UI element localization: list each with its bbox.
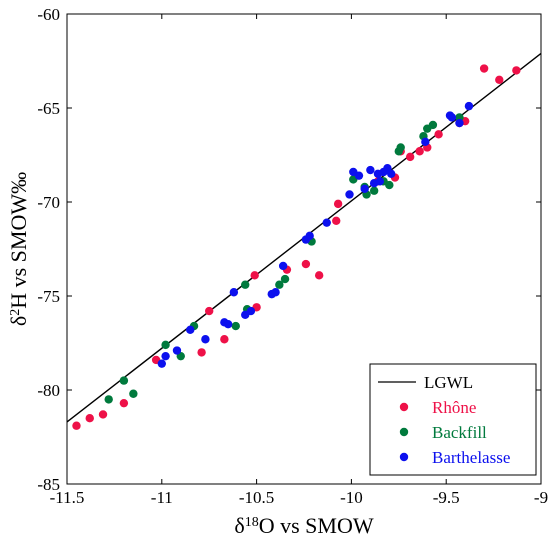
point-barthelasse <box>387 169 396 178</box>
y-tick-label: -65 <box>37 99 60 118</box>
point-rh-ne <box>495 75 504 85</box>
legend-marker-backfill <box>399 427 409 437</box>
point-barthelasse <box>447 113 457 122</box>
point-barthelasse <box>271 288 280 297</box>
point-barthelasse <box>421 137 430 147</box>
legend-label-lgwl: LGWL <box>424 373 473 392</box>
point-rh-ne <box>314 271 324 280</box>
point-barthelasse <box>305 231 314 241</box>
point-barthelasse <box>278 261 288 271</box>
point-barthelasse <box>157 359 166 368</box>
point-rh-ne <box>512 66 521 75</box>
point-rh-ne <box>72 421 81 430</box>
y-tick-label: -70 <box>37 193 60 212</box>
point-backfill <box>129 389 138 398</box>
point-rh-ne <box>479 64 489 73</box>
y-axis-label: δ2H vs SMOW‰ <box>6 172 31 326</box>
point-barthelasse <box>246 306 256 316</box>
point-rh-ne <box>301 259 311 269</box>
y-tick-label: -85 <box>37 475 60 494</box>
point-rh-ne <box>434 130 443 139</box>
point-barthelasse <box>322 218 331 227</box>
legend: LGWL Rhône Backfill Barthelasse <box>369 363 537 476</box>
point-backfill <box>161 340 170 350</box>
point-barthelasse <box>464 101 474 111</box>
point-backfill <box>104 395 113 404</box>
point-barthelasse <box>455 118 464 128</box>
y-tick-label: -80 <box>37 381 60 400</box>
point-barthelasse <box>161 351 170 361</box>
x-tick-label: -10 <box>340 488 363 507</box>
x-tick-label: -9.5 <box>433 488 460 507</box>
x-tick-label: -10.5 <box>239 488 274 507</box>
point-backfill <box>241 280 250 289</box>
legend-marker-barthelasse <box>399 452 409 462</box>
legend-label-rhone: Rhône <box>432 398 476 417</box>
point-backfill <box>275 280 284 289</box>
point-barthelasse <box>186 325 195 335</box>
point-rh-ne <box>119 398 129 408</box>
point-barthelasse <box>375 177 385 186</box>
legend-label-barthelasse: Barthelasse <box>432 448 510 467</box>
point-rh-ne <box>415 147 424 156</box>
x-tick-label: -9 <box>534 488 548 507</box>
point-rh-ne <box>250 271 259 280</box>
point-barthelasse <box>345 190 354 199</box>
point-backfill <box>428 120 438 130</box>
data-points <box>72 64 521 430</box>
point-barthelasse <box>201 335 210 344</box>
point-rh-ne <box>205 306 214 316</box>
point-barthelasse <box>360 184 369 194</box>
point-rh-ne <box>332 216 341 225</box>
point-backfill <box>396 143 405 152</box>
point-rh-ne <box>333 199 343 209</box>
point-barthelasse <box>223 320 233 329</box>
axis-ticks: -11.5 -11 -10.5 -10 -9.5 -9 -85 -80 -75 -70 -65 -60 <box>37 5 548 507</box>
point-backfill <box>280 274 290 284</box>
point-barthelasse <box>354 171 364 180</box>
point-rh-ne <box>85 414 94 423</box>
x-tick-label: -11.5 <box>50 488 85 507</box>
x-tick-label: -11 <box>151 488 173 507</box>
x-axis-label: δ18O vs SMOW <box>234 513 374 538</box>
point-rh-ne <box>405 152 415 162</box>
point-rh-ne <box>220 335 229 344</box>
point-barthelasse <box>172 346 182 355</box>
point-backfill <box>385 180 394 190</box>
y-tick-label: -60 <box>37 5 60 24</box>
point-rh-ne <box>98 410 108 419</box>
y-tick-label: -75 <box>37 287 60 306</box>
point-backfill <box>369 186 379 195</box>
point-backfill <box>231 321 240 331</box>
point-backfill <box>119 376 129 385</box>
legend-marker-rhone <box>399 402 409 412</box>
point-rh-ne <box>197 348 206 357</box>
legend-label-backfill: Backfill <box>432 423 487 442</box>
point-barthelasse <box>366 165 375 175</box>
point-barthelasse <box>229 288 239 297</box>
